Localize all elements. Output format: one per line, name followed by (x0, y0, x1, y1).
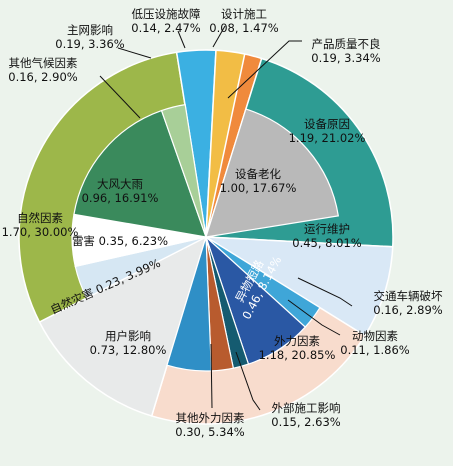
slice-label-inner-7: 雷害 0.35, 6.23% (72, 234, 168, 248)
slice-name-inner-5: 其他外力因素 (176, 411, 245, 425)
slice-name-inner-3: 动物因素 (352, 329, 398, 343)
leader-lines (99, 25, 353, 411)
slice-value-outer-0: 0.08, 1.47% (209, 21, 279, 35)
slice-label-outer-2: 设备原因 1.19, 21.02% (289, 117, 366, 145)
slice-value-outer-2: 1.19, 21.02% (289, 131, 366, 145)
slice-name-outer-6: 自然因素 (17, 211, 63, 225)
slice-value-outer-6: 1.70, 30.00% (2, 225, 79, 239)
slice-value-outer-1: 0.19, 3.34% (311, 51, 381, 65)
slice-value-outer-7: 0.19, 3.36% (55, 37, 125, 51)
slice-value-inner-3: 0.11, 1.86% (340, 343, 410, 357)
slice-label-outer-3: 运行维护 0.45, 8.01% (292, 222, 362, 250)
slice-label-inner-8: 大风大雨 0.96, 16.91% (82, 177, 159, 205)
slice-value-inner-4: 0.15, 2.63% (271, 415, 341, 429)
slice-name-outer-5: 用户影响 (105, 329, 151, 343)
slice-name-outer-8: 低压设施故障 (132, 7, 201, 21)
leader-line-outer-8 (177, 30, 186, 49)
slice-value-inner-5: 0.30, 5.34% (175, 425, 245, 439)
leader-line-inner-3 (287, 299, 341, 336)
slice-label-outer-5: 用户影响 0.73, 12.80% (90, 329, 167, 357)
inner-ring (71, 103, 340, 372)
slice-value-outer-5: 0.73, 12.80% (90, 343, 167, 357)
slice-name-inner-9: 其他气候因素 (9, 56, 78, 70)
slice-label-inner-4: 外部施工影响 0.15, 2.63% (271, 401, 341, 429)
leader-line-outer-7 (117, 47, 152, 59)
leader-line-outer-1 (227, 40, 302, 99)
slice-label-outer-6: 自然因素 1.70, 30.00% (2, 211, 79, 239)
slice-label-inner-1: 交通车辆破坏 0.16, 2.89% (373, 289, 443, 317)
slice-label-inner-3: 动物因素 0.11, 1.86% (340, 329, 410, 357)
slice-name-inner-8: 大风大雨 (97, 177, 143, 191)
leader-line-inner-4 (235, 351, 261, 411)
slice-value-inner-0: 1.00, 17.67% (220, 181, 297, 195)
slice-label-inner-5: 其他外力因素 0.30, 5.34% (175, 411, 245, 439)
slice-name-inner-7: 雷害 0.35, 6.23% (72, 234, 168, 248)
leader-line-inner-5 (210, 343, 213, 409)
slice-name-inner-0: 设备老化 (235, 167, 281, 181)
slice-value-outer-4: 1.18, 20.85% (259, 348, 336, 362)
slice-label-outer-0: 设计施工 0.08, 1.47% (209, 7, 279, 35)
slice-value-outer-3: 0.45, 8.01% (292, 236, 362, 250)
slice-name-outer-1: 产品质量不良 (312, 37, 381, 51)
outer-slice-8 (205, 49, 246, 238)
slice-name-outer-4: 外力因素 (274, 334, 320, 348)
slice-label-outer-1: 产品质量不良 0.19, 3.34% (311, 37, 381, 65)
inner-slice-9 (160, 103, 207, 238)
slice-label-outer-8: 低压设施故障 0.14, 2.47% (131, 7, 201, 35)
slice-name-outer-3: 运行维护 (304, 222, 350, 236)
outer-slice-3 (205, 236, 394, 337)
slice-label-outer-7: 主网影响 0.19, 3.36% (55, 23, 125, 51)
slice-name-outer-7: 主网影响 (67, 23, 113, 37)
slice-value-inner-1: 0.16, 2.89% (373, 303, 443, 317)
slice-label-inner-9: 其他气候因素 0.16, 2.90% (8, 56, 78, 84)
outer-slice-5 (38, 235, 208, 417)
slice-value-inner-8: 0.96, 16.91% (82, 191, 159, 205)
inner-slice-8 (73, 109, 207, 238)
slice-name-outer-0: 设计施工 (221, 7, 267, 21)
slice-label-inner-0: 设备老化 1.00, 17.67% (220, 167, 297, 195)
inner-slice-0 (205, 108, 340, 238)
leader-line-inner-9 (99, 75, 141, 119)
slice-label-outer-4: 外力因素 1.18, 20.85% (259, 334, 336, 362)
slice-name-outer-2: 设备原因 (304, 117, 350, 131)
leader-line-outer-0 (212, 25, 226, 48)
slice-value-inner-9: 0.16, 2.90% (8, 70, 78, 84)
leader-line-inner-1 (297, 277, 353, 307)
slice-value-outer-8: 0.14, 2.47% (131, 21, 201, 35)
slice-name-inner-1: 交通车辆破坏 (374, 289, 443, 303)
slice-name-inner-4: 外部施工影响 (272, 401, 341, 415)
